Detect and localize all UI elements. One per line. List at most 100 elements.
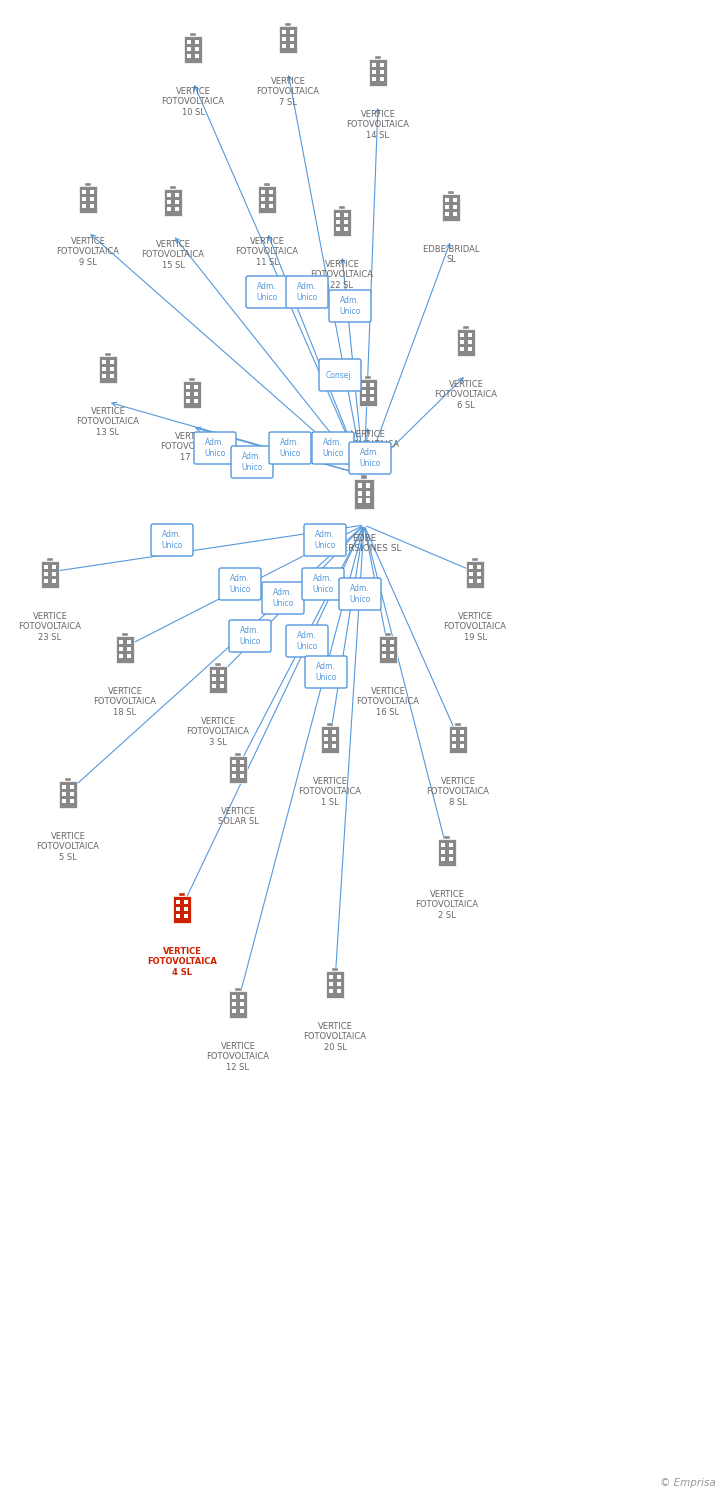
FancyBboxPatch shape — [305, 656, 347, 688]
FancyBboxPatch shape — [82, 204, 87, 209]
FancyBboxPatch shape — [344, 226, 348, 231]
FancyBboxPatch shape — [122, 633, 128, 636]
FancyBboxPatch shape — [173, 896, 191, 922]
FancyBboxPatch shape — [459, 736, 464, 741]
FancyBboxPatch shape — [457, 328, 475, 356]
FancyBboxPatch shape — [189, 378, 195, 381]
FancyBboxPatch shape — [213, 684, 216, 688]
FancyBboxPatch shape — [127, 646, 130, 651]
FancyBboxPatch shape — [363, 382, 366, 387]
FancyBboxPatch shape — [467, 333, 472, 338]
FancyBboxPatch shape — [477, 579, 480, 584]
FancyBboxPatch shape — [339, 578, 381, 610]
FancyBboxPatch shape — [290, 44, 293, 48]
Text: Consej.: Consej. — [326, 370, 354, 380]
Text: VERTICE
FOTOVOLTAICA
9 SL: VERTICE FOTOVOLTAICA 9 SL — [57, 237, 119, 267]
FancyBboxPatch shape — [232, 994, 237, 999]
FancyBboxPatch shape — [380, 70, 384, 74]
FancyBboxPatch shape — [329, 975, 333, 980]
FancyBboxPatch shape — [329, 290, 371, 322]
FancyBboxPatch shape — [194, 46, 199, 51]
Text: VERTICE
FOTOVOLTAICA
1 SL: VERTICE FOTOVOLTAICA 1 SL — [298, 777, 362, 807]
FancyBboxPatch shape — [319, 358, 361, 392]
FancyBboxPatch shape — [183, 381, 201, 408]
Text: VERTICE
FOTOVOLTAICA
14 SL: VERTICE FOTOVOLTAICA 14 SL — [347, 110, 409, 140]
FancyBboxPatch shape — [41, 561, 59, 588]
FancyBboxPatch shape — [213, 670, 216, 675]
FancyBboxPatch shape — [460, 333, 464, 338]
FancyBboxPatch shape — [232, 1008, 237, 1013]
FancyBboxPatch shape — [219, 568, 261, 600]
FancyBboxPatch shape — [326, 970, 344, 998]
FancyBboxPatch shape — [467, 346, 472, 351]
FancyBboxPatch shape — [327, 723, 333, 726]
FancyBboxPatch shape — [116, 636, 134, 663]
FancyBboxPatch shape — [183, 914, 188, 918]
Text: Adm.
Unico: Adm. Unico — [360, 448, 381, 468]
FancyBboxPatch shape — [325, 744, 328, 748]
FancyBboxPatch shape — [170, 186, 176, 189]
FancyBboxPatch shape — [194, 54, 199, 58]
FancyBboxPatch shape — [344, 213, 348, 217]
Text: VERTICE
FOTOVOLTAICA
16 SL: VERTICE FOTOVOLTAICA 16 SL — [357, 687, 419, 717]
FancyBboxPatch shape — [186, 386, 190, 390]
FancyBboxPatch shape — [286, 626, 328, 657]
FancyBboxPatch shape — [385, 633, 391, 636]
FancyBboxPatch shape — [194, 392, 197, 396]
FancyBboxPatch shape — [357, 490, 362, 495]
FancyBboxPatch shape — [63, 792, 66, 796]
FancyBboxPatch shape — [175, 194, 178, 198]
FancyBboxPatch shape — [444, 836, 450, 839]
Text: VERTICE
FOTOVOLTAICA
22 SL: VERTICE FOTOVOLTAICA 22 SL — [311, 260, 373, 290]
FancyBboxPatch shape — [261, 196, 265, 201]
FancyBboxPatch shape — [176, 908, 181, 910]
FancyBboxPatch shape — [380, 63, 384, 68]
FancyBboxPatch shape — [70, 784, 74, 789]
FancyBboxPatch shape — [65, 777, 71, 782]
Text: © Emprisa: © Emprisa — [660, 1478, 716, 1488]
FancyBboxPatch shape — [336, 226, 340, 231]
FancyBboxPatch shape — [282, 30, 286, 34]
FancyBboxPatch shape — [194, 399, 197, 404]
Text: Adm.
Unico: Adm. Unico — [296, 282, 317, 302]
FancyBboxPatch shape — [332, 968, 338, 970]
Text: VERTICE
FOTOVOLTAICA
3 SL: VERTICE FOTOVOLTAICA 3 SL — [186, 717, 250, 747]
FancyBboxPatch shape — [213, 676, 216, 681]
FancyBboxPatch shape — [194, 386, 197, 390]
Text: VERTICE
FOTOVOLTAICA
10 SL: VERTICE FOTOVOLTAICA 10 SL — [162, 87, 224, 117]
FancyBboxPatch shape — [240, 1002, 244, 1007]
FancyBboxPatch shape — [382, 640, 387, 645]
FancyBboxPatch shape — [359, 380, 377, 406]
Text: Adm.
Unico: Adm. Unico — [296, 632, 317, 651]
FancyBboxPatch shape — [463, 326, 469, 328]
Text: VERTICE
FOTOVOLTAICA
8 SL: VERTICE FOTOVOLTAICA 8 SL — [427, 777, 489, 807]
Text: Adm.
Unico: Adm. Unico — [315, 663, 336, 681]
Text: Adm.
Unico: Adm. Unico — [240, 627, 261, 645]
FancyBboxPatch shape — [232, 766, 237, 771]
Text: Adm.
Unico: Adm. Unico — [229, 574, 250, 594]
FancyBboxPatch shape — [282, 44, 286, 48]
Text: VERTICE
FOTOVOLTAICA
23 SL: VERTICE FOTOVOLTAICA 23 SL — [18, 612, 82, 642]
FancyBboxPatch shape — [70, 798, 74, 802]
Text: VERTICE
FOTOVOLTAICA
4 SL: VERTICE FOTOVOLTAICA 4 SL — [147, 946, 217, 976]
FancyBboxPatch shape — [176, 900, 181, 904]
FancyBboxPatch shape — [333, 209, 351, 236]
Text: VERTICE
FOTOVOLTAICA
19 SL: VERTICE FOTOVOLTAICA 19 SL — [443, 612, 507, 642]
FancyBboxPatch shape — [187, 54, 191, 58]
FancyBboxPatch shape — [336, 220, 340, 224]
FancyBboxPatch shape — [127, 654, 130, 658]
FancyBboxPatch shape — [453, 206, 456, 209]
Text: VERTICE
FOTOVOLTAICA
17 SL: VERTICE FOTOVOLTAICA 17 SL — [160, 432, 223, 462]
FancyBboxPatch shape — [85, 183, 91, 186]
FancyBboxPatch shape — [366, 490, 371, 495]
FancyBboxPatch shape — [103, 374, 106, 378]
FancyBboxPatch shape — [290, 38, 293, 40]
FancyBboxPatch shape — [370, 382, 373, 387]
FancyBboxPatch shape — [183, 908, 188, 910]
FancyBboxPatch shape — [119, 654, 123, 658]
FancyBboxPatch shape — [360, 476, 368, 478]
FancyBboxPatch shape — [372, 63, 376, 68]
FancyBboxPatch shape — [363, 396, 366, 400]
FancyBboxPatch shape — [187, 46, 191, 51]
FancyBboxPatch shape — [446, 206, 449, 209]
